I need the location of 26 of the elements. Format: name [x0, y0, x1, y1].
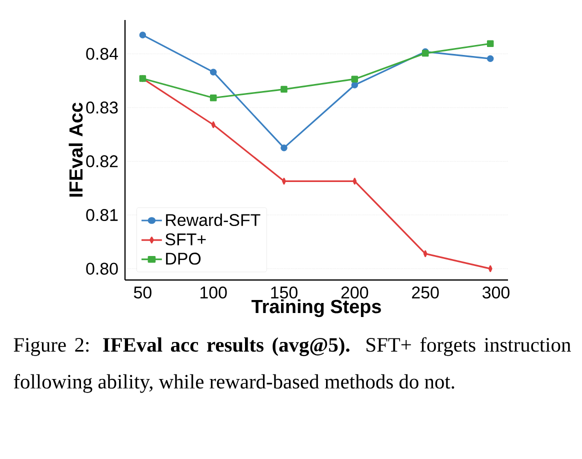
- x-tick-label: 100: [200, 286, 227, 299]
- point: [210, 94, 217, 102]
- legend-label: SFT+: [165, 233, 206, 246]
- x-tick-label: 50: [134, 286, 152, 299]
- x-tick-label: 150: [271, 286, 298, 299]
- point: [486, 55, 494, 62]
- point: [280, 144, 288, 152]
- y-tick-label: 0.83: [86, 102, 118, 114]
- legend-label: DPO: [166, 252, 201, 265]
- point: [351, 82, 358, 88]
- x-tick-label: 200: [341, 286, 368, 299]
- y-tick-label: 0.80: [86, 262, 118, 275]
- y-axis-title: IFEval Acc: [68, 102, 83, 197]
- x-axis-title: Training Steps: [252, 299, 381, 318]
- y-tick-label: 0.84: [86, 48, 118, 60]
- x-tick-label: 250: [412, 286, 439, 299]
- y-tick-label: 0.82: [86, 155, 118, 168]
- caption: Figure 2: IFEval acc results (avg@5). SFT+ forgets instruction following ability, while reward-based methods do not.: [14, 337, 571, 393]
- legend-label: Reward-SFT: [166, 214, 260, 226]
- point: [486, 40, 494, 48]
- point: [280, 86, 288, 93]
- point: [210, 68, 217, 76]
- point: [139, 32, 146, 38]
- point: [351, 76, 358, 82]
- x-tick-label: 300: [482, 286, 510, 299]
- y-tick-label: 0.81: [86, 208, 118, 221]
